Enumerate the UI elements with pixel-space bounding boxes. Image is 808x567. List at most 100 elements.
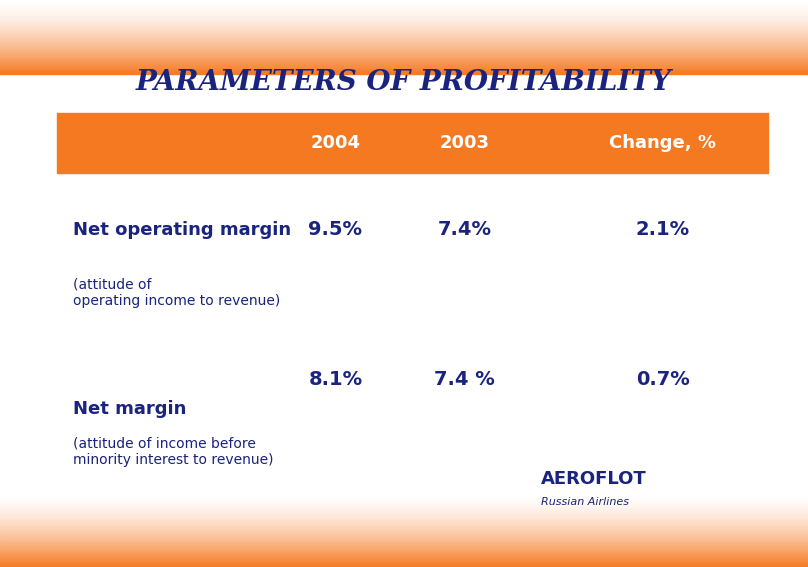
- Bar: [0, 3, 808, 5]
- Bar: [0, 10, 808, 11]
- Bar: [0, 553, 808, 555]
- Bar: [0, 513, 808, 514]
- Text: (attitude of
operating income to revenue): (attitude of operating income to revenue…: [73, 278, 280, 308]
- Bar: [0, 503, 808, 505]
- Bar: [0, 58, 808, 59]
- Bar: [0, 541, 808, 543]
- Bar: [0, 551, 808, 552]
- Bar: [0, 544, 808, 545]
- Bar: [0, 28, 808, 29]
- Bar: [0, 525, 808, 526]
- Bar: [0, 59, 808, 60]
- Text: PARAMETERS OF PROFITABILITY: PARAMETERS OF PROFITABILITY: [136, 69, 672, 96]
- Text: Russian Airlines: Russian Airlines: [541, 497, 629, 507]
- Bar: [0, 73, 808, 74]
- Bar: [0, 506, 808, 507]
- Bar: [0, 56, 808, 57]
- Bar: [0, 565, 808, 566]
- Bar: [0, 556, 808, 557]
- Bar: [0, 526, 808, 528]
- Bar: [0, 1, 808, 2]
- Bar: [0, 15, 808, 16]
- Bar: [0, 555, 808, 556]
- Bar: [0, 500, 808, 501]
- Bar: [0, 531, 808, 532]
- Bar: [0, 562, 808, 564]
- Bar: [0, 48, 808, 49]
- Bar: [0, 45, 808, 46]
- Bar: [0, 502, 808, 503]
- Bar: [0, 21, 808, 22]
- Bar: [0, 546, 808, 547]
- Bar: [0, 50, 808, 52]
- Bar: [0, 66, 808, 67]
- Bar: [0, 24, 808, 26]
- Bar: [0, 545, 808, 546]
- Bar: [0, 9, 808, 10]
- Bar: [0, 41, 808, 42]
- Bar: [0, 0, 808, 1]
- Bar: [0, 549, 808, 550]
- Bar: [0, 524, 808, 525]
- Bar: [0, 12, 808, 14]
- Bar: [0, 19, 808, 20]
- Bar: [0, 49, 808, 50]
- Bar: [0, 530, 808, 531]
- Bar: [0, 515, 808, 517]
- Bar: [0, 36, 808, 37]
- Bar: [0, 521, 808, 522]
- Bar: [0, 501, 808, 502]
- Bar: [0, 517, 808, 518]
- Bar: [0, 39, 808, 41]
- Bar: [0, 57, 808, 58]
- Bar: [0, 63, 808, 64]
- Bar: [0, 510, 808, 511]
- Bar: [0, 29, 808, 31]
- Bar: [0, 498, 808, 500]
- Bar: [0, 514, 808, 515]
- Bar: [0, 497, 808, 498]
- Bar: [0, 32, 808, 33]
- Bar: [0, 547, 808, 549]
- Bar: [0, 519, 808, 521]
- Bar: [0, 540, 808, 541]
- Bar: [0, 42, 808, 43]
- Bar: [0, 550, 808, 551]
- Text: AEROFLOT: AEROFLOT: [541, 470, 647, 488]
- Bar: [0, 566, 808, 567]
- Bar: [0, 561, 808, 562]
- Bar: [0, 54, 808, 56]
- Text: 2003: 2003: [440, 134, 490, 152]
- Text: 7.4%: 7.4%: [438, 220, 491, 239]
- Bar: [0, 2, 808, 3]
- Bar: [0, 64, 808, 65]
- Text: 8.1%: 8.1%: [309, 370, 362, 390]
- Bar: [0, 528, 808, 529]
- Bar: [0, 11, 808, 12]
- Text: Change, %: Change, %: [609, 134, 716, 152]
- Bar: [0, 69, 808, 70]
- Bar: [0, 522, 808, 523]
- Bar: [0, 53, 808, 54]
- Bar: [0, 46, 808, 48]
- Text: 2.1%: 2.1%: [636, 220, 689, 239]
- Bar: [0, 6, 808, 7]
- Bar: [0, 31, 808, 32]
- Bar: [0, 26, 808, 27]
- Bar: [0, 536, 808, 538]
- Bar: [0, 543, 808, 544]
- Bar: [0, 33, 808, 35]
- Bar: [57, 113, 768, 173]
- Bar: [0, 44, 808, 45]
- Bar: [0, 61, 808, 63]
- Bar: [0, 523, 808, 524]
- Text: 9.5%: 9.5%: [309, 220, 362, 239]
- Bar: [0, 508, 808, 509]
- Bar: [0, 17, 808, 19]
- Bar: [0, 505, 808, 506]
- Bar: [0, 27, 808, 28]
- Bar: [0, 538, 808, 539]
- Bar: [0, 23, 808, 24]
- Bar: [0, 43, 808, 44]
- Bar: [0, 535, 808, 536]
